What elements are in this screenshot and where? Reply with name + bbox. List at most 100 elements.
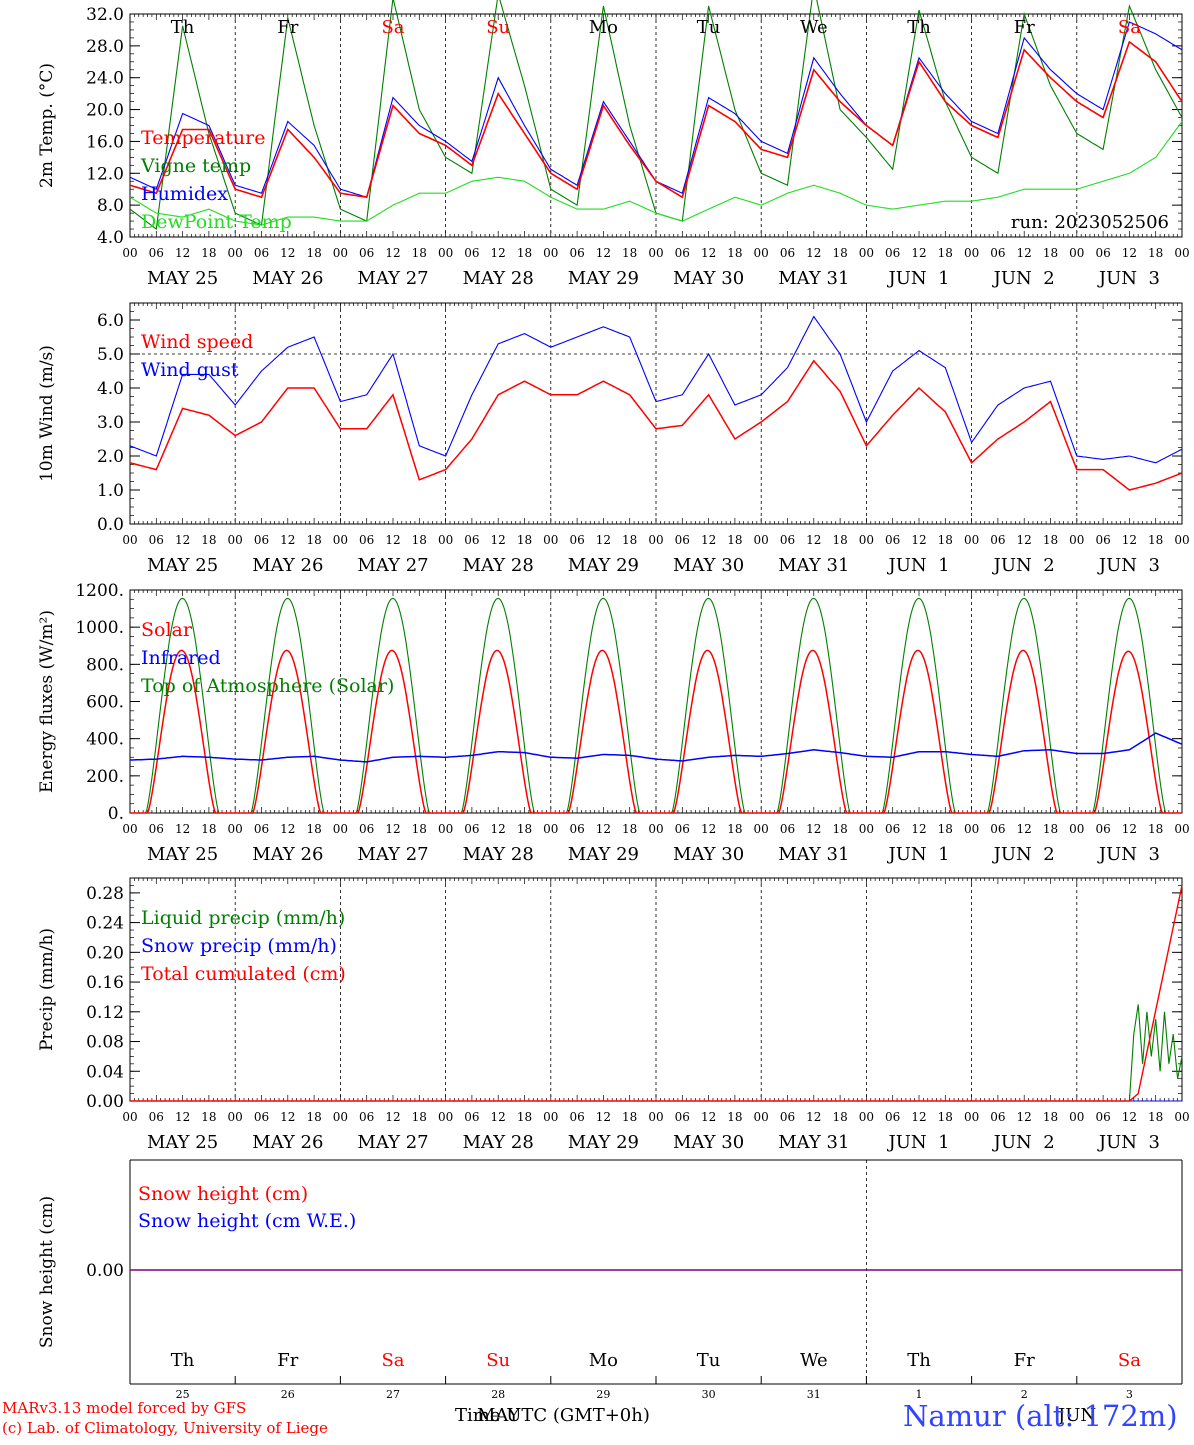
hour-tick-label: 00 [648, 1110, 663, 1124]
panel-1-frame [129, 13, 1183, 238]
hour-tick-label: 18 [938, 1110, 953, 1124]
date-label: JUN 2 [992, 1132, 1055, 1153]
day-number-label: 1 [916, 1388, 923, 1401]
hour-tick-label: 00 [122, 533, 137, 547]
hour-tick-label: 06 [780, 246, 795, 260]
y-tick-label: 12.0 [86, 164, 124, 184]
hour-tick-label: 12 [701, 533, 716, 547]
hour-tick-label: 06 [885, 1110, 900, 1124]
weekday-label: Sa [381, 17, 404, 38]
hour-tick-label: 18 [832, 1110, 847, 1124]
hour-tick-label: 00 [859, 246, 874, 260]
hour-tick-label: 00 [543, 533, 558, 547]
hour-tick-label: 06 [569, 246, 584, 260]
weekday-label: Th [907, 17, 931, 38]
date-label: JUN 1 [886, 555, 949, 576]
series-line-liquid-precip [130, 1004, 1183, 1102]
y-tick-label: 1200. [75, 581, 124, 601]
hour-tick-label: 06 [149, 533, 164, 547]
date-labels: MAY 25 MAY 26 MAY 27 MAY 28 MAY 29 MAY 30 MAY … [147, 555, 1160, 576]
plot-frame [129, 13, 1183, 238]
temperature-series [129, 0, 1183, 230]
panel-3-frame [129, 589, 1183, 814]
hour-tick-label: 12 [596, 1110, 611, 1124]
hour-tick-label: 18 [201, 822, 216, 836]
hour-tick-label: 12 [491, 822, 506, 836]
hour-tick-label: 00 [1174, 822, 1189, 836]
series-line-wind-gust [129, 315, 1183, 464]
hour-tick-label: 06 [254, 822, 269, 836]
hour-tick-label: 00 [333, 533, 348, 547]
hour-tick-label: 06 [359, 533, 374, 547]
hour-tick-label: 12 [491, 246, 506, 260]
date-labels: MAY 25 MAY 26 MAY 27 MAY 28 MAY 29 MAY 30 MAY … [147, 268, 1160, 289]
hour-tick-label: 00 [228, 533, 243, 547]
hour-tick-label: 12 [701, 246, 716, 260]
hour-tick-label: 06 [149, 1110, 164, 1124]
hour-tick-label: 06 [464, 1110, 479, 1124]
hour-tick-label: 00 [228, 246, 243, 260]
hour-tick-label: 00 [964, 533, 979, 547]
precip-series [130, 885, 1183, 1102]
hour-tick-label: 00 [1069, 246, 1084, 260]
hour-tick-label: 18 [306, 822, 321, 836]
legend-entry: Wind gust [141, 359, 239, 381]
series-line-temperature [129, 40, 1183, 199]
hour-tick-label: 06 [780, 822, 795, 836]
hour-tick-label: 06 [675, 533, 690, 547]
legend: Liquid precip (mm/h) Snow precip (mm/h) To… [141, 907, 346, 985]
hour-tick-label: 00 [122, 822, 137, 836]
hour-tick-label: 12 [806, 822, 821, 836]
date-label: MAY 26 [252, 844, 323, 865]
hour-tick-label: 06 [464, 533, 479, 547]
hour-tick-label: 18 [306, 533, 321, 547]
date-label: MAY 25 [147, 555, 218, 576]
hour-tick-label: 18 [938, 533, 953, 547]
hour-tick-label: 06 [885, 246, 900, 260]
y-tick-label: 8.0 [97, 196, 124, 216]
weekday-label: Tu [697, 1350, 721, 1371]
hour-tick-label: 06 [569, 822, 584, 836]
hour-tick-label: 12 [1017, 822, 1032, 836]
run-label: run: 2023052506 [1011, 212, 1169, 233]
weekday-label: Mo [589, 17, 618, 38]
hour-tick-label: 18 [201, 246, 216, 260]
weekday-label: Tu [697, 17, 721, 38]
legend-entry: Snow height (cm W.E.) [138, 1210, 356, 1232]
hour-tick-label: 18 [832, 533, 847, 547]
hour-tick-label: 00 [754, 1110, 769, 1124]
date-label: JUN 3 [1097, 555, 1160, 576]
hour-tick-label: 06 [990, 533, 1005, 547]
hour-tick-label: 12 [911, 822, 926, 836]
y-axis-label: 10m Wind (m/s) [37, 345, 57, 482]
weekday-label: Fr [1014, 17, 1035, 38]
hour-tick-label: 00 [1174, 533, 1189, 547]
y-tick-label: 32.0 [86, 5, 124, 25]
hour-tick-label: 00 [543, 822, 558, 836]
hour-tick-label: 12 [175, 822, 190, 836]
date-label: MAY 30 [673, 1132, 744, 1153]
weekday-label: Th [171, 17, 195, 38]
weekday-label: We [800, 1350, 828, 1371]
legend-entry: Wind speed [141, 331, 253, 353]
hour-tick-label: 12 [385, 246, 400, 260]
hour-tick-label: 00 [438, 246, 453, 260]
y-tick-label: 0.08 [86, 1033, 124, 1053]
hour-tick-label: 06 [1095, 822, 1110, 836]
date-label: MAY 30 [673, 268, 744, 289]
hour-tick-label: 12 [175, 533, 190, 547]
hour-tick-label: 12 [911, 1110, 926, 1124]
date-label: MAY 31 [778, 844, 849, 865]
hour-tick-label: 00 [964, 246, 979, 260]
date-labels: MAY 25 MAY 26 MAY 27 MAY 28 MAY 29 MAY 30 MAY … [147, 844, 1160, 865]
hour-tick-label: 18 [622, 533, 637, 547]
legend-entry: Solar [141, 619, 193, 641]
hour-tick-label: 06 [569, 1110, 584, 1124]
y-axis-label: Snow height (cm) [37, 1196, 57, 1348]
y-tick-label: 0.00 [86, 1261, 124, 1281]
hour-tick-label: 06 [990, 246, 1005, 260]
date-label: MAY 30 [673, 844, 744, 865]
energy-series [130, 597, 1183, 814]
hour-tick-label: 12 [806, 246, 821, 260]
